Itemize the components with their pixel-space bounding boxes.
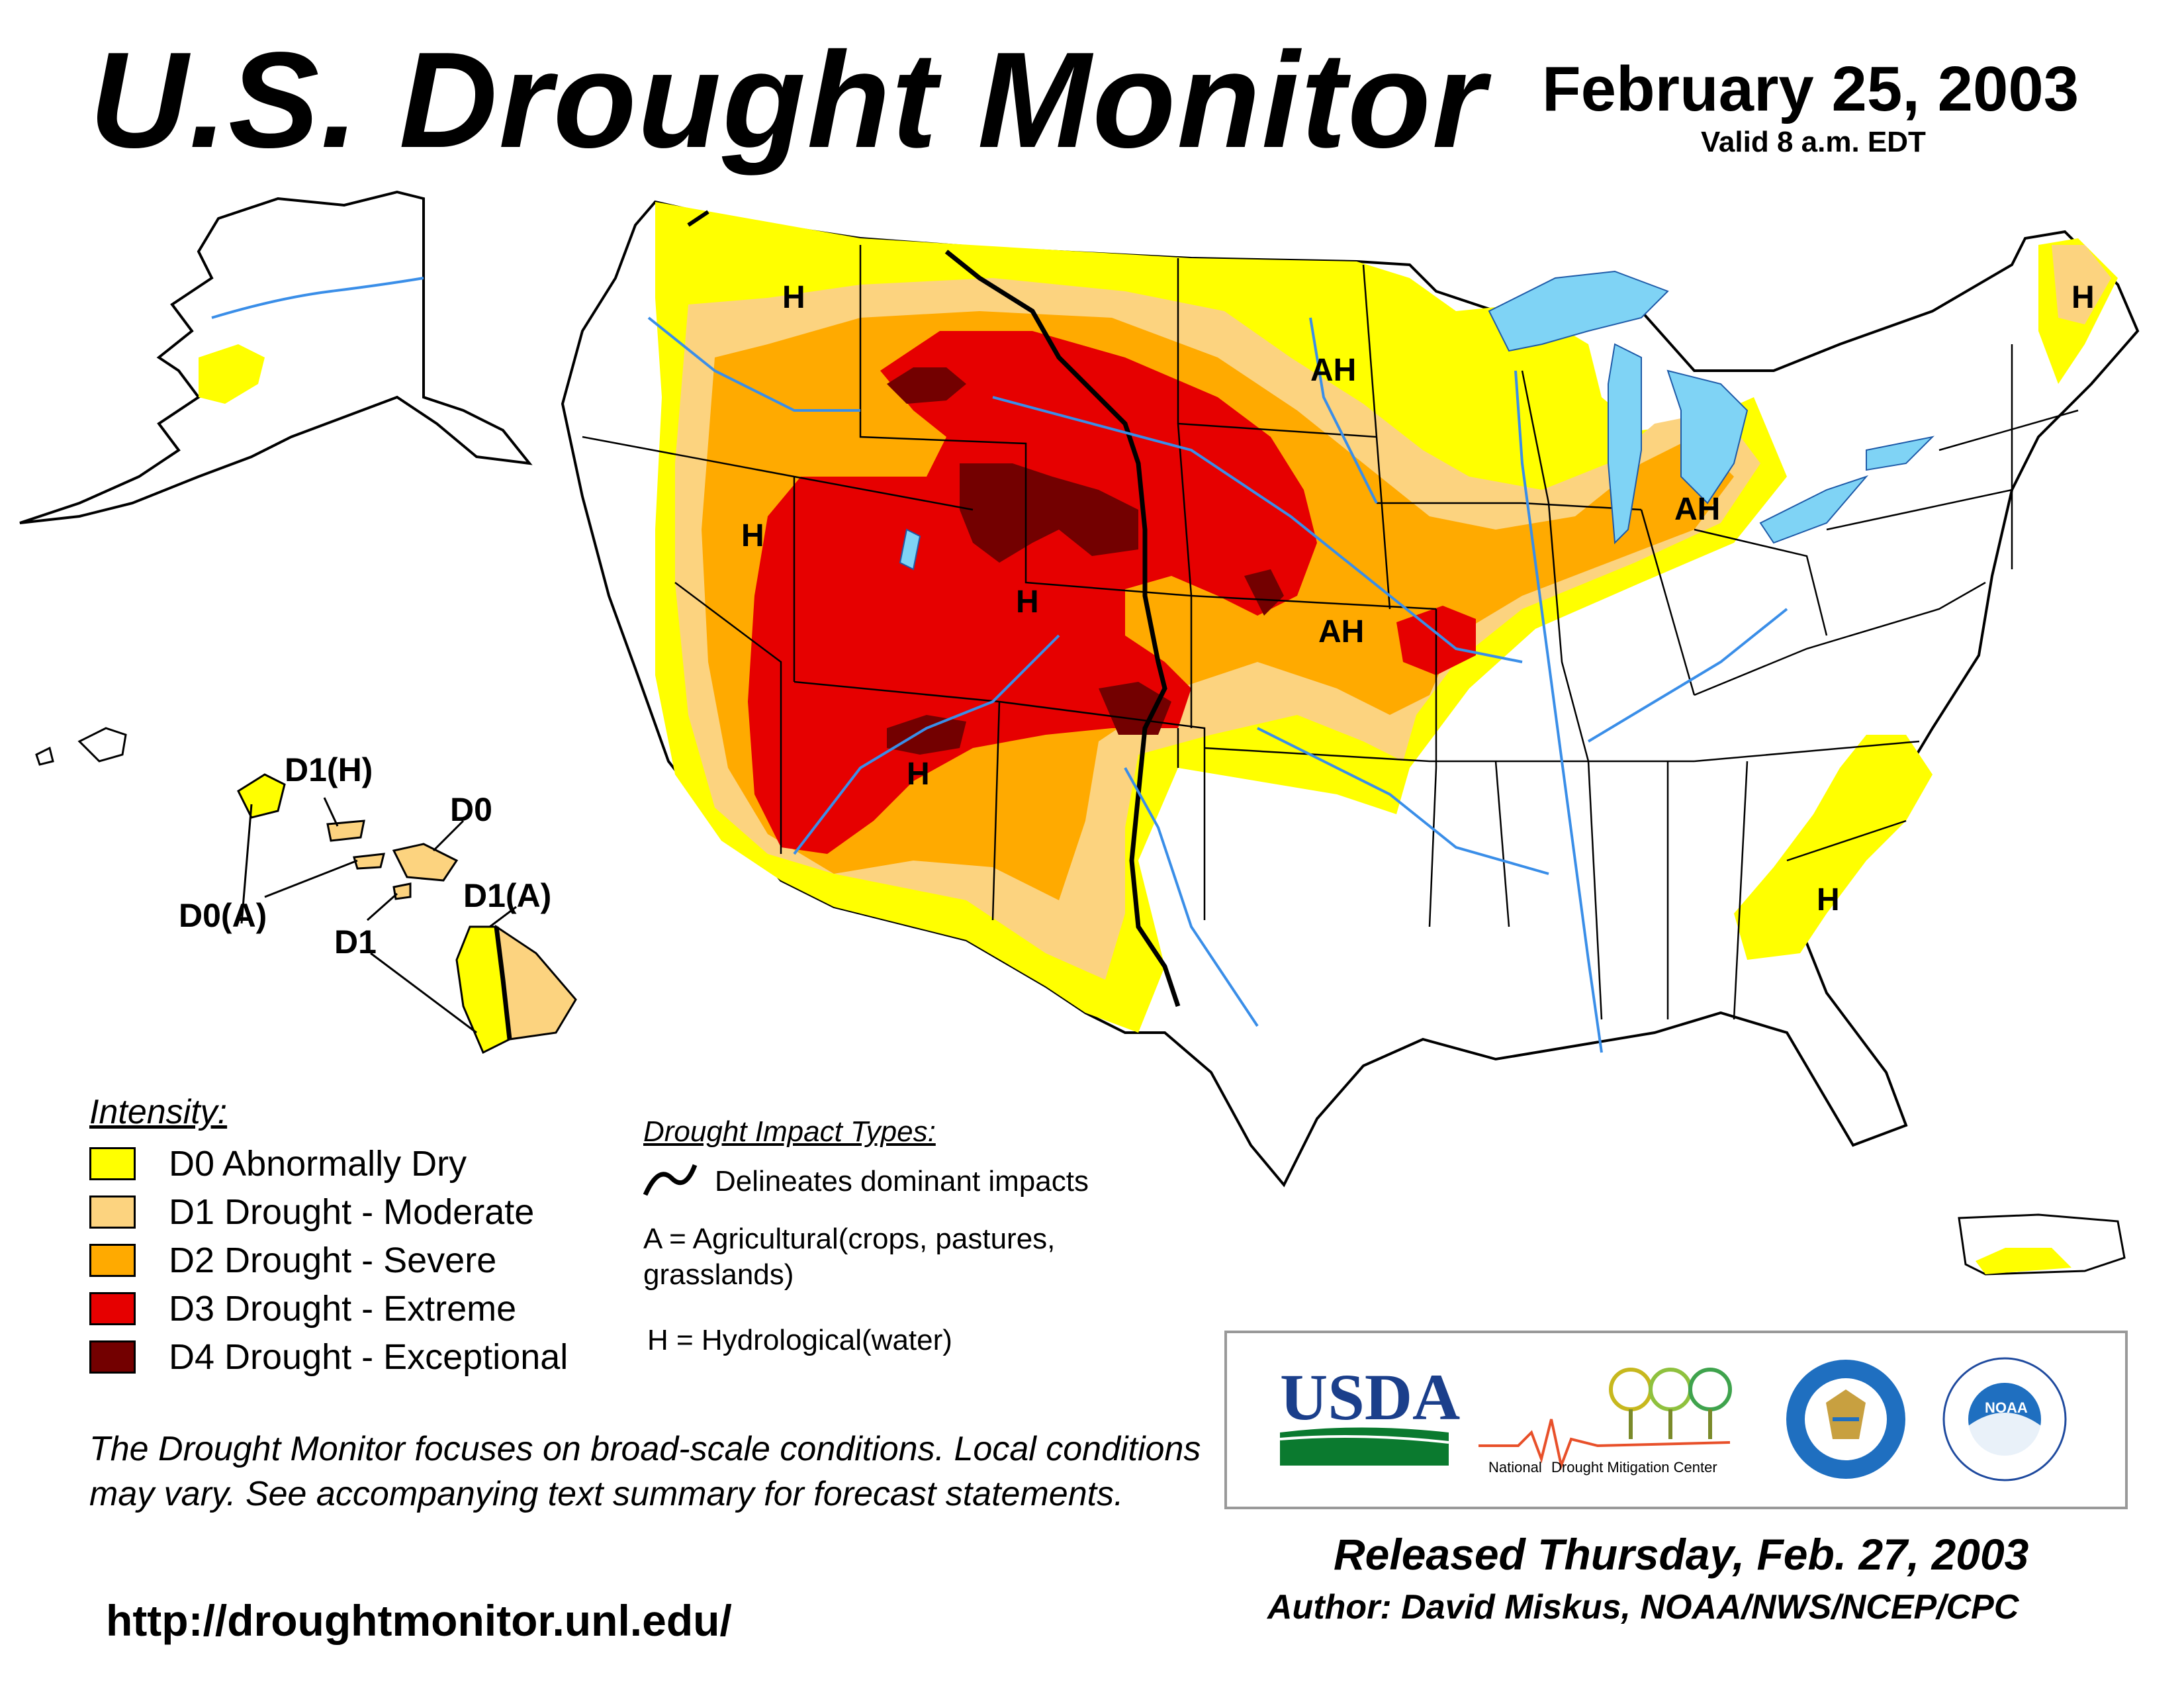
map-label-sc-h: H (1817, 882, 1840, 917)
map-label-ks-ah: AH (1318, 614, 1364, 649)
disclaimer-text: The Drought Monitor focuses on broad-sca… (89, 1430, 1201, 1513)
lake-superior (1488, 270, 1669, 352)
impact-line-description: Delineates dominant impacts (715, 1165, 1089, 1197)
hawaii-maui (392, 843, 459, 882)
hawaii-small-island (35, 746, 54, 766)
map-label-mi-ah: AH (1674, 492, 1720, 527)
impact-line-rockies (944, 250, 1181, 1008)
page-title: U.S. Drought Monitor (89, 24, 1487, 176)
drought-monitor-link[interactable]: http://droughtmonitor.unl.edu/ (106, 1596, 732, 1645)
impact-hydrological-description: H = Hydrological(water) (647, 1324, 952, 1356)
legend-swatch-d2 (89, 1244, 136, 1277)
author-credit: Author: David Miskus, NOAA/NWS/NCEP/CPC (1267, 1588, 2019, 1626)
legend-swatch-d3 (89, 1292, 136, 1325)
hawaii-niihau (77, 727, 127, 763)
state-borders (582, 245, 2079, 1020)
legend-label-d0: D0 Abnormally Dry (169, 1144, 467, 1184)
legend-swatch-d1 (89, 1196, 136, 1229)
ndmc-label-b: Drought Mitigation Center (1551, 1459, 1717, 1476)
legend-swatch-d4 (89, 1340, 136, 1374)
map-label-hi-d1a: D1(A) (463, 877, 551, 914)
alaska-outline (19, 190, 533, 524)
great-salt-lake (899, 528, 921, 571)
noaa-seal-label: NOAA (1985, 1399, 2028, 1416)
legend-label-d2: D2 Drought - Severe (169, 1241, 497, 1280)
lake-erie (1759, 475, 1869, 544)
great-lakes (899, 270, 1935, 571)
puerto-rico-map (1958, 1213, 2126, 1276)
drought-d4-wyoming (960, 463, 1138, 563)
map-label-hi-d0a: D0(A) (179, 897, 267, 934)
map-label-ut-h: H (1016, 585, 1039, 620)
impact-agricultural-description: A = Agricultural(crops, pastures, grassl… (643, 1223, 1056, 1291)
conus-map: H H AH AH H H AH H H (561, 200, 2140, 1188)
hawaii-molokai (353, 853, 385, 870)
puerto-rico-d0 (1976, 1248, 2071, 1274)
drought-d0-carolinas (1734, 735, 1933, 960)
alaska-map (19, 190, 533, 524)
legend-item-d4: D4 Drought - Exceptional (89, 1337, 569, 1377)
drought-d4-az (887, 715, 966, 755)
agency-logos-graphic: USDA National Drought Mitigation Center (1279, 1357, 2067, 1481)
legend-item-d3: D3 Drought - Extreme (89, 1289, 517, 1329)
rivers (647, 316, 1788, 1053)
hawaii-leader-lines (240, 797, 517, 1034)
commerce-seal-icon (1786, 1360, 1905, 1479)
legend-swatch-d0 (89, 1147, 136, 1180)
map-label-nd-ah: AH (1310, 353, 1356, 388)
lake-michigan (1608, 343, 1642, 545)
intensity-heading: Intensity: (89, 1093, 228, 1131)
lake-huron (1666, 369, 1749, 504)
impact-line-icon (643, 1164, 698, 1196)
hawaii-map: D1(H) D0 D0(A) D1(A) D1 (35, 727, 577, 1055)
legend-label-d4: D4 Drought - Exceptional (169, 1337, 569, 1377)
map-label-ne-h: H (2071, 280, 2095, 315)
valid-time: Valid 8 a.m. EDT (1701, 126, 1926, 158)
map-date: February 25, 2003 (1542, 54, 2079, 124)
impact-types-heading: Drought Impact Types: (643, 1115, 936, 1148)
agency-logos: USDA National Drought Mitigation Center (1224, 1331, 2128, 1509)
hawaii-lanai (392, 882, 412, 900)
legend-label-d1: D1 Drought - Moderate (169, 1192, 535, 1232)
drought-d4-montana (887, 367, 966, 404)
alaska-d0-area (199, 344, 265, 404)
noaa-seal-icon: NOAA (1942, 1357, 2067, 1481)
map-label-az-h: H (907, 757, 930, 792)
legend-item-d1: D1 Drought - Moderate (89, 1192, 535, 1232)
hawaii-oahu (326, 820, 365, 842)
impact-line-washington (687, 210, 709, 227)
drought-d4-ne (1244, 569, 1284, 616)
map-label-hi-d1h: D1(H) (285, 751, 373, 788)
usda-logo: USDA (1279, 1360, 1460, 1466)
legend-item-d0: D0 Abnormally Dry (89, 1144, 467, 1184)
map-label-wa-h: H (782, 280, 805, 315)
ndmc-label-a: National (1488, 1459, 1542, 1476)
map-label-hi-d1: D1 (334, 923, 377, 961)
alaska-river (211, 277, 424, 319)
hawaii-impact-line (494, 926, 512, 1040)
lake-ontario (1866, 436, 1935, 471)
map-label-hi-d0: D0 (450, 791, 492, 828)
drought-d1-new-england (2052, 245, 2111, 324)
usda-wordmark: USDA (1280, 1360, 1460, 1434)
legend-label-d3: D3 Drought - Extreme (169, 1289, 517, 1329)
release-date: Released Thursday, Feb. 27, 2003 (1334, 1530, 2029, 1579)
hawaii-kauai (237, 773, 286, 819)
legend-item-d2: D2 Drought - Severe (89, 1241, 497, 1280)
drought-d3-central (748, 331, 1317, 854)
ndmc-logo: National Drought Mitigation Center (1479, 1368, 1732, 1476)
map-label-nv-h: H (741, 518, 764, 553)
